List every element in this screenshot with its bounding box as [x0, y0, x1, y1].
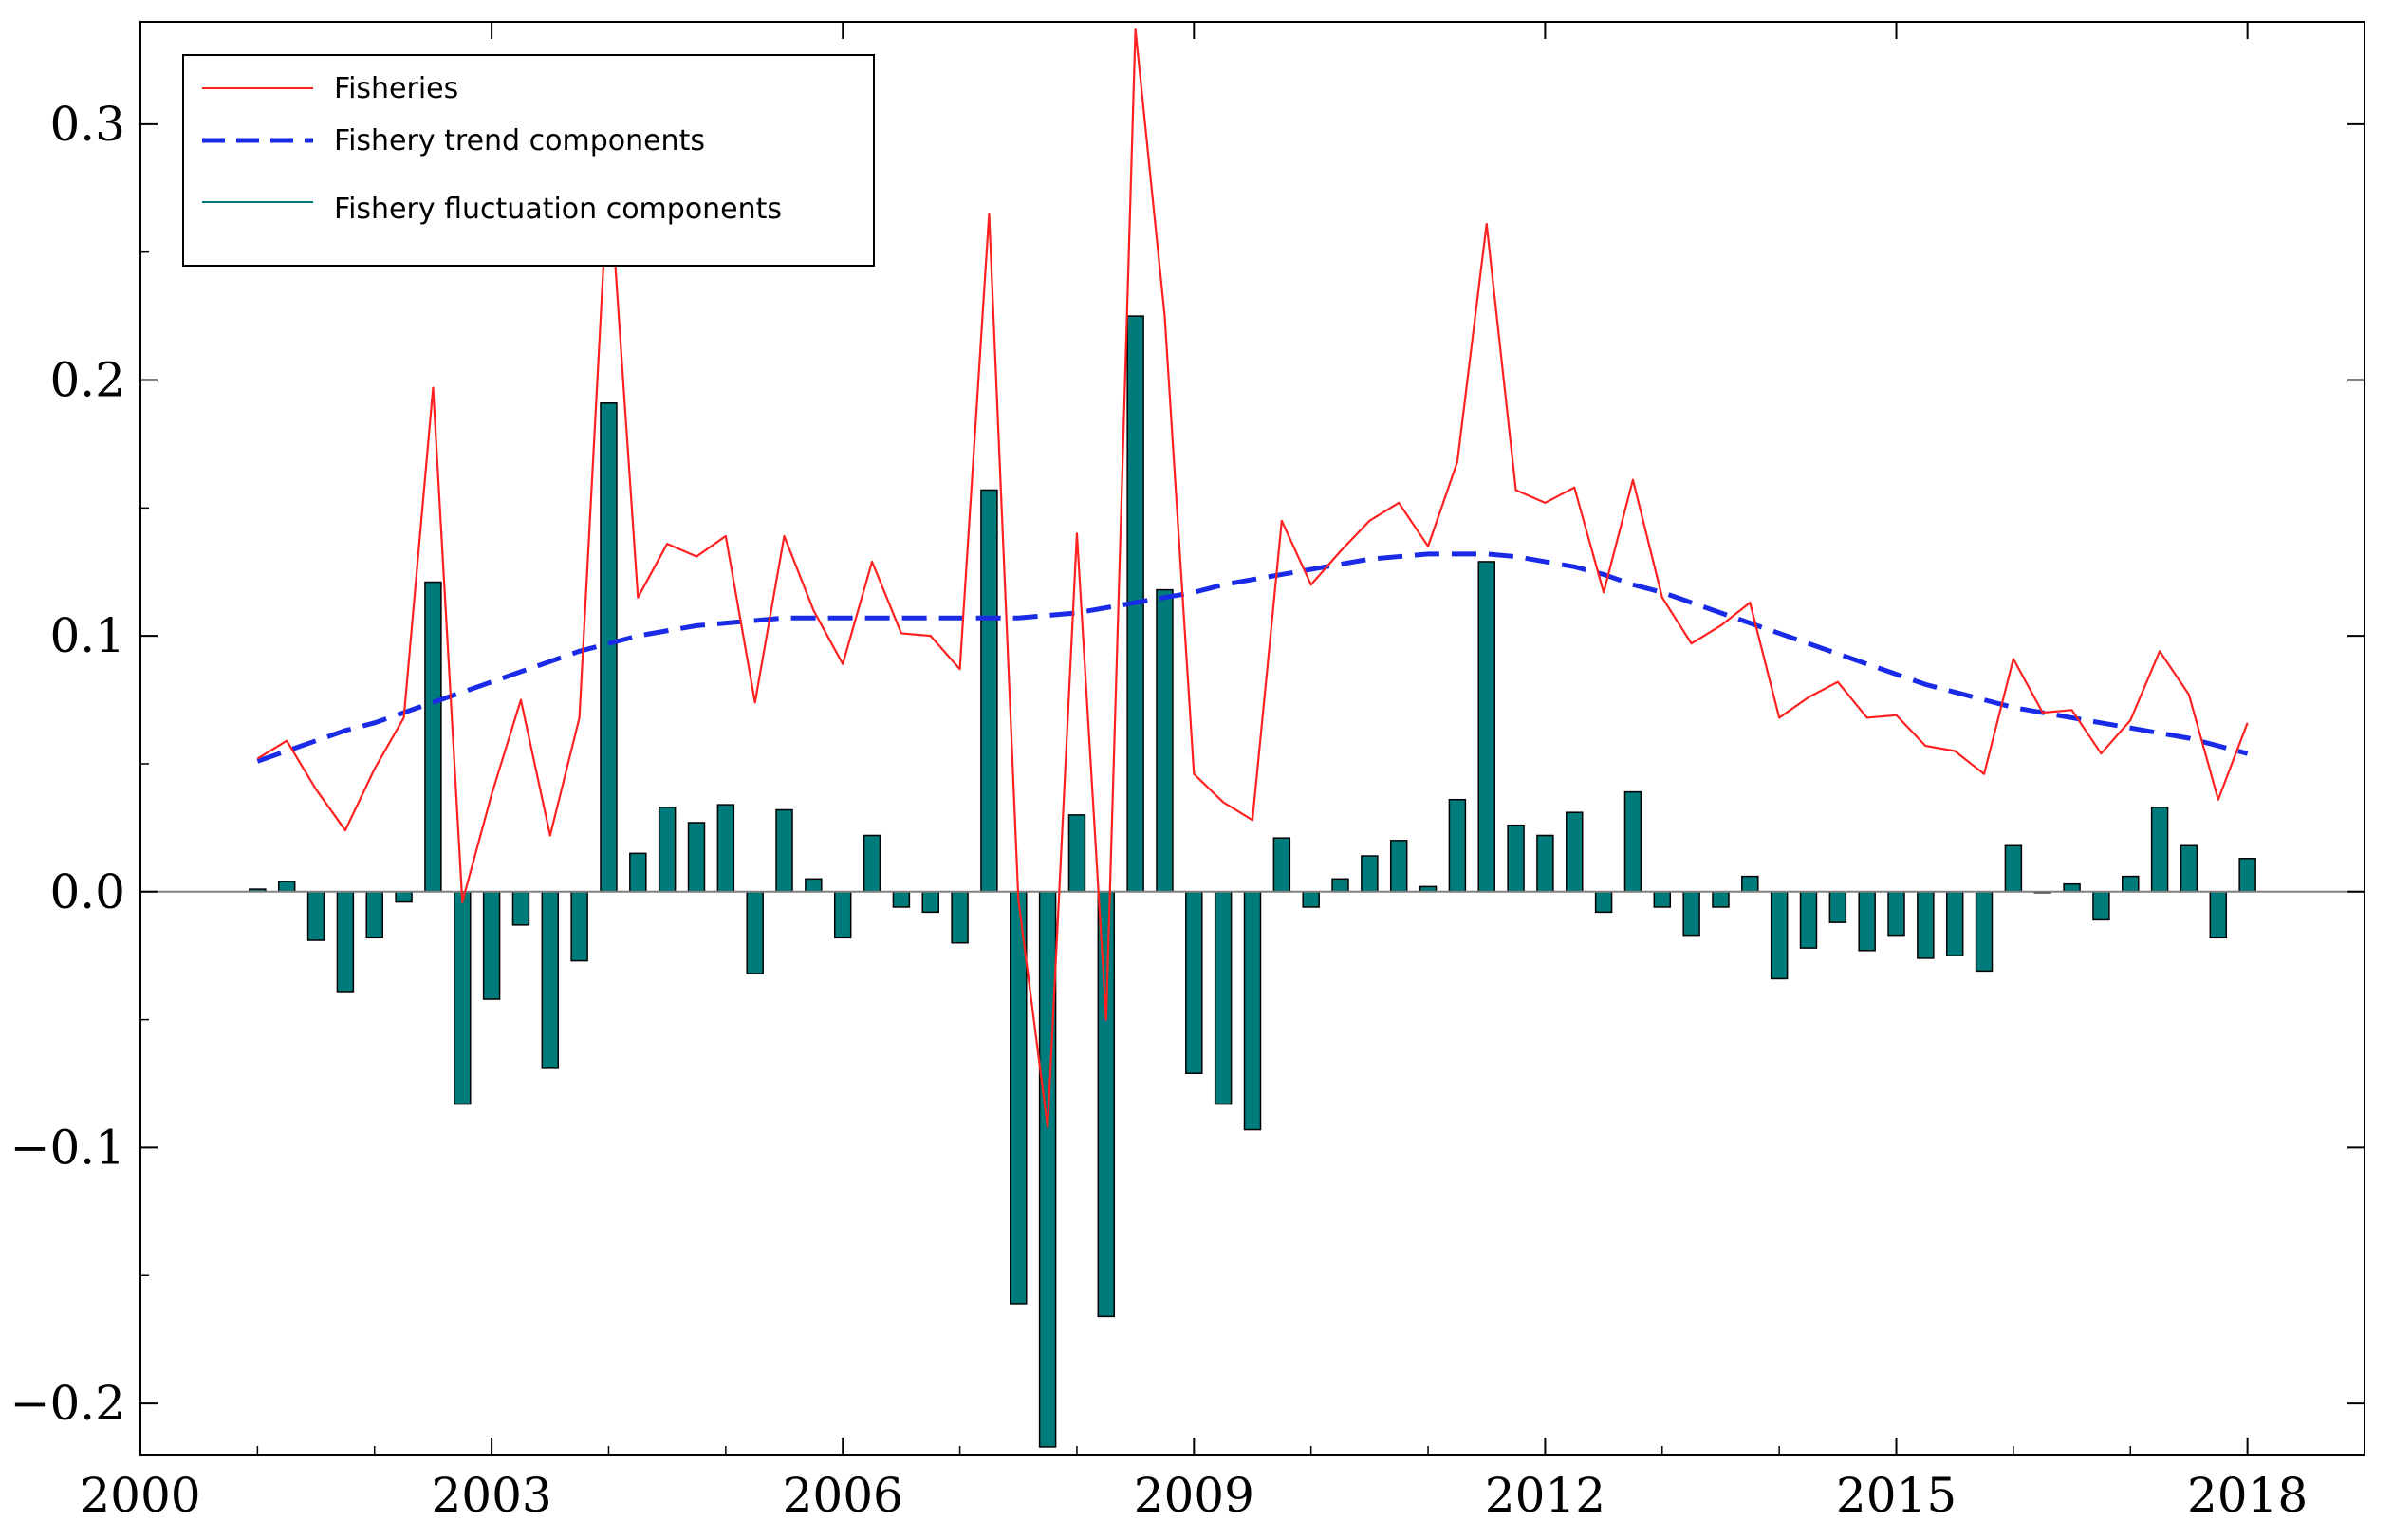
fluctuation-bar [2238, 857, 2256, 893]
trend-line [256, 551, 2249, 764]
x-tick-label: 2015 [1836, 1468, 1957, 1523]
fluctuation-bar [658, 807, 677, 893]
fluctuation-bar [511, 891, 530, 926]
fluctuation-bar [1594, 891, 1613, 914]
fluctuation-bar [541, 891, 560, 1069]
fluctuation-bar [424, 581, 442, 893]
x-tick-label: 2000 [80, 1468, 200, 1523]
fluctuation-bar [306, 891, 325, 941]
x-tick-label: 2018 [2187, 1468, 2308, 1523]
fluctuation-bar [1448, 798, 1467, 893]
fluctuation-bar [365, 891, 383, 939]
fluctuation-bar [892, 891, 911, 908]
fluctuation-bar [1623, 790, 1642, 893]
fluctuation-bar [1770, 891, 1789, 980]
fluctuation-bar [1653, 891, 1672, 908]
fluctuation-bar [2092, 891, 2110, 921]
y-tick-label: 0.1 [49, 608, 125, 663]
fluctuation-bar [1156, 588, 1174, 893]
x-tick-label: 2003 [431, 1468, 551, 1523]
fluctuation-bar [1185, 891, 1203, 1074]
fluctuation-bar [454, 891, 472, 1105]
fluctuation-bar [1272, 837, 1291, 893]
fluctuation-bar [1097, 891, 1116, 1318]
fluctuation-bar [716, 804, 735, 893]
y-tick-label: 0.3 [49, 97, 125, 152]
fluctuation-bar [980, 489, 998, 893]
fluctuation-bar [2122, 875, 2140, 893]
legend-label-fisheries: Fisheries [334, 72, 458, 105]
fluctuation-bar [1331, 878, 1349, 893]
fluctuation-bar [1038, 891, 1057, 1448]
fluctuation-bar [1302, 891, 1320, 908]
fluctuation-bar [1887, 891, 1905, 937]
fluctuation-bar [1389, 840, 1408, 893]
fluctuation-bar [1477, 561, 1495, 893]
legend-label-trend: Fishery trend components [334, 124, 705, 158]
fluctuation-bar [1536, 834, 1554, 893]
fluctuation-bar [805, 878, 823, 893]
fluctuation-bar [482, 891, 501, 1000]
fluctuation-bar [2150, 807, 2169, 893]
y-tick-label: −0.2 [10, 1376, 125, 1431]
y-tick-label: 0.2 [49, 353, 125, 408]
legend-box [182, 54, 875, 267]
y-tick-label: −0.1 [10, 1120, 125, 1175]
fluctuation-bar [1067, 814, 1086, 893]
fluctuation-bar [2180, 844, 2198, 893]
x-tick-label: 2012 [1485, 1468, 1605, 1523]
fluctuation-bar [921, 891, 939, 914]
fluctuation-bar [1741, 875, 1759, 893]
fluctuation-bar [1945, 891, 1964, 956]
trend-series [256, 551, 2249, 764]
fluctuation-bar [277, 881, 296, 893]
fluctuation-bar [2209, 891, 2228, 939]
fluctuation-bar [1917, 891, 1935, 959]
fluctuation-bar [600, 402, 618, 893]
axes: −0.2 −0.1 0.0 0.1 0.2 0.3 2000 2003 2006 2009 2012… [10, 22, 2365, 1523]
fluctuation-bar [951, 891, 969, 944]
fluctuation-bar [1566, 811, 1584, 893]
fluctuation-bar [1507, 824, 1525, 893]
fluctuation-bar [1214, 891, 1233, 1105]
fluctuation-bar [833, 891, 852, 939]
fisheries-line [256, 28, 2249, 1128]
fluctuation-bar [746, 891, 764, 974]
fluctuation-bar [1828, 891, 1847, 923]
plot-frame [139, 21, 2365, 1456]
fluctuation-bar [629, 852, 647, 893]
fluctuation-bar [1682, 891, 1700, 937]
legend: Fisheries Fishery trend components Fishe… [182, 54, 875, 267]
fluctuation-bar [775, 808, 793, 893]
fluctuation-bar [1799, 891, 1818, 949]
fluctuation-bar [1858, 891, 1876, 952]
fluctuation-bar [570, 891, 588, 962]
fluctuation-bar [336, 891, 355, 993]
x-tick-label: 2006 [783, 1468, 903, 1523]
fluctuation-bar [1975, 891, 1994, 973]
fluctuation-bar [687, 822, 706, 893]
fluctuation-bars [249, 315, 2256, 1448]
fisheries-series [256, 28, 2249, 1128]
fluctuation-bar [395, 891, 413, 903]
fluctuation-bar [2063, 882, 2081, 893]
fluctuation-bar [1712, 891, 1730, 908]
legend-label-fluctuation: Fishery fluctuation components [334, 193, 782, 226]
x-tick-label: 2009 [1134, 1468, 1254, 1523]
y-tick-label: 0.0 [49, 864, 125, 919]
fluctuation-bar [2004, 844, 2023, 893]
fluctuation-bar [1243, 891, 1262, 1131]
fluctuation-bar [863, 834, 881, 893]
fluctuation-bar [1361, 855, 1379, 893]
fluctuation-bar [1010, 891, 1028, 1305]
